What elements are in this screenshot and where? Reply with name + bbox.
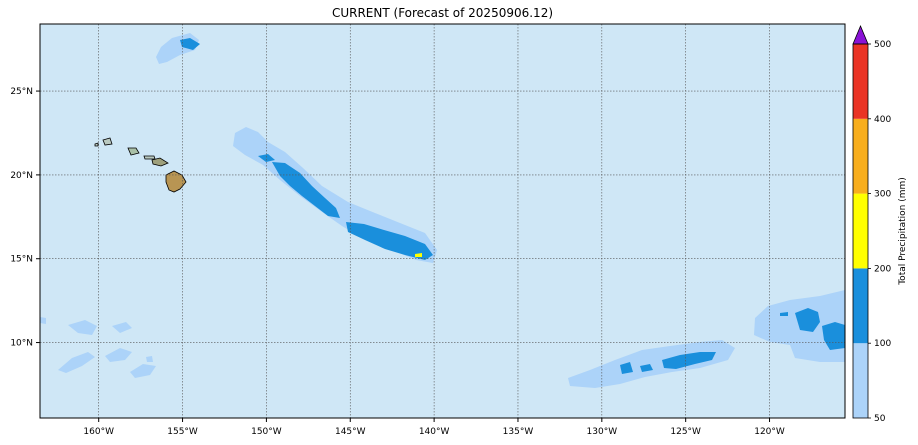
lon-tick-label: 140°W — [419, 427, 450, 437]
longitude-labels: 160°W 155°W 150°W 145°W 140°W 135°W 130°W 125°W… — [83, 418, 785, 437]
lat-tick-label: 20°N — [10, 171, 33, 181]
colorbar: 50 100 200 300 400 500 Total Precipitation (mm… — [852, 24, 908, 424]
precip-area-west-2 — [112, 322, 132, 333]
precip-area-west-3 — [58, 352, 95, 373]
island-kauai — [102, 137, 113, 146]
precip-core-central-2 — [272, 162, 340, 218]
colorbar-tick-label: 50 — [874, 414, 886, 424]
island-maui — [151, 157, 169, 167]
colorbar-tick-label: 500 — [874, 40, 891, 50]
precip-area-west-1 — [68, 320, 97, 335]
lon-tick-label: 135°W — [503, 427, 534, 437]
colorbar-segment — [853, 44, 868, 119]
island-molokai — [143, 155, 156, 160]
colorbar-segment — [853, 343, 868, 418]
colorbar-segment — [853, 193, 868, 269]
lat-tick-label: 25°N — [10, 87, 33, 97]
colorbar-segment — [853, 268, 868, 344]
colorbar-tick-label: 200 — [874, 264, 891, 274]
colorbar-label: Total Precipitation (mm) — [898, 177, 908, 286]
lon-tick-label: 125°W — [670, 427, 701, 437]
lon-tick-label: 130°W — [587, 427, 618, 437]
colorbar-segment — [853, 118, 868, 194]
lon-tick-label: 150°W — [251, 427, 282, 437]
colorbar-extend-arrow — [852, 24, 869, 45]
precip-core-southeast-2 — [640, 364, 653, 372]
precip-peak-200-300 — [415, 253, 422, 257]
colorbar-tick-label: 300 — [874, 190, 891, 200]
colorbar-tick-label: 400 — [874, 115, 891, 125]
precip-area-west-4 — [105, 348, 132, 362]
latitude-labels: 25°N 20°N 15°N 10°N — [10, 87, 40, 349]
precip-core-central-1 — [258, 154, 275, 162]
precip-core-southeast-3 — [662, 352, 716, 369]
precip-area-west-7 — [146, 356, 153, 362]
colorbar-frame — [852, 43, 869, 419]
island-big-island — [165, 170, 187, 193]
lon-tick-label: 145°W — [335, 427, 366, 437]
lat-tick-label: 10°N — [10, 339, 33, 349]
precip-core-central-3 — [346, 222, 433, 260]
hawaiian-islands — [94, 137, 187, 193]
colorbar-tick-label: 100 — [874, 339, 891, 349]
precip-area-west-5 — [130, 364, 156, 378]
map-frame — [39, 23, 846, 419]
precip-band-100-200 — [180, 38, 845, 374]
precip-core-east-3 — [780, 312, 788, 316]
graticule — [40, 24, 845, 418]
island-niihau — [94, 142, 99, 147]
map-title: CURRENT (Forecast of 20250906.12) — [331, 6, 554, 20]
precip-core-east-2 — [822, 322, 845, 350]
island-oahu — [127, 147, 140, 156]
lon-tick-label: 155°W — [167, 427, 198, 437]
precip-core-southeast-1 — [620, 362, 633, 374]
precip-area-southeast — [568, 340, 735, 388]
precip-core-east-1 — [795, 308, 820, 332]
precip-core-north — [180, 38, 200, 50]
precip-area-central-band — [233, 127, 437, 263]
precip-area-west-6 — [40, 317, 46, 324]
lon-tick-label: 160°W — [83, 427, 114, 437]
lat-tick-label: 15°N — [10, 255, 33, 265]
lon-tick-label: 120°W — [754, 427, 785, 437]
